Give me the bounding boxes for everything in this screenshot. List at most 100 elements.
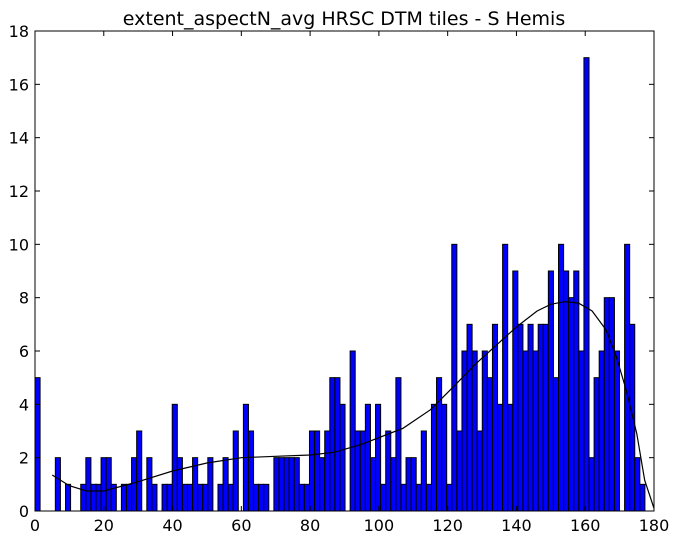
histogram-bar	[232, 430, 239, 512]
histogram-bar	[624, 243, 631, 512]
histogram-bar	[593, 377, 600, 512]
histogram-bar	[476, 430, 483, 512]
histogram-bar	[537, 323, 544, 512]
histogram-bar	[497, 403, 504, 512]
histogram-bar	[568, 297, 575, 512]
histogram-bar	[34, 377, 41, 512]
histogram-bar	[436, 377, 443, 512]
x-tick-label: 160	[570, 516, 601, 535]
histogram-bar	[629, 323, 636, 512]
histogram-bar	[308, 430, 316, 512]
histogram-bar	[395, 377, 402, 512]
histogram-bar	[441, 403, 448, 512]
histogram-bar	[258, 483, 265, 512]
histogram-bar	[491, 323, 499, 512]
histogram-bar	[125, 483, 133, 512]
histogram-bar	[639, 483, 646, 512]
histogram-bar	[563, 270, 570, 512]
histogram-bar	[298, 483, 305, 512]
histogram-bar	[598, 350, 605, 512]
plot-frame	[34, 30, 655, 512]
y-tick-label: 8	[19, 289, 29, 308]
bars-group	[34, 57, 646, 512]
histogram-bar	[136, 430, 143, 512]
histogram-bar	[451, 243, 458, 512]
histogram-bar	[608, 297, 615, 512]
histogram-bar	[100, 457, 107, 512]
histogram-bar	[481, 350, 488, 512]
y-tick-label: 16	[9, 75, 29, 94]
histogram-bar	[273, 457, 280, 512]
histogram-bar	[161, 483, 168, 512]
histogram-bar	[471, 350, 478, 512]
histogram-bar	[507, 403, 514, 512]
histogram-bar	[319, 457, 326, 512]
histogram-bar	[558, 243, 565, 512]
fit-curve	[51, 301, 655, 509]
histogram-bar	[314, 430, 321, 512]
histogram-bar	[222, 457, 229, 512]
y-tick-label: 18	[9, 22, 29, 41]
histogram-bar	[547, 270, 554, 512]
histogram-bar	[105, 457, 112, 512]
histogram-bar	[456, 430, 463, 512]
histogram-bar	[146, 457, 153, 512]
y-tick-label: 10	[9, 235, 29, 254]
histogram-bar	[186, 483, 194, 512]
histogram-bar	[171, 403, 178, 512]
y-tick-label: 6	[19, 342, 29, 361]
histogram-bar	[354, 430, 361, 512]
histogram-bar	[227, 483, 234, 512]
histogram-bar	[339, 403, 346, 512]
histogram-bar	[522, 350, 529, 512]
histogram-bar	[578, 350, 585, 512]
histogram-bar	[542, 323, 549, 512]
x-tick-label: 20	[94, 516, 114, 535]
histogram-bar	[425, 483, 432, 512]
histogram-bar	[486, 377, 493, 512]
y-tick-label: 2	[19, 449, 29, 468]
histogram-bar	[405, 457, 412, 512]
x-tick-label: 80	[300, 516, 320, 535]
histogram-bar	[324, 430, 331, 512]
histogram-bar	[430, 403, 438, 512]
histogram-bar	[369, 457, 377, 512]
histogram-bar	[329, 377, 336, 512]
histogram-bar	[303, 483, 310, 512]
histogram-bar	[283, 457, 290, 512]
axis-ticks: 0 20 40 60 80 100 120 140 160 180 0 2 4 6 8 10 12 14 16 18	[9, 22, 670, 535]
histogram-bar	[512, 270, 519, 512]
histogram-bar	[552, 377, 560, 512]
x-tick-label: 120	[432, 516, 463, 535]
y-tick-label: 12	[9, 182, 29, 201]
x-tick-label: 40	[162, 516, 182, 535]
histogram-bar	[278, 457, 285, 512]
histogram-bar	[613, 350, 621, 512]
histogram-bar	[364, 403, 371, 512]
x-tick-label: 180	[639, 516, 670, 535]
histogram-bar	[202, 483, 209, 512]
histogram-bar	[64, 483, 72, 512]
histogram-bar	[80, 483, 87, 512]
histogram-bar	[390, 457, 397, 512]
histogram-bar	[293, 457, 300, 512]
histogram-bar	[334, 377, 341, 512]
histogram-bar	[502, 243, 509, 512]
histogram-bar	[532, 350, 539, 512]
histogram-bar	[466, 323, 473, 512]
histogram-bar	[85, 457, 92, 512]
histogram-bar	[380, 483, 387, 512]
histogram-bar	[131, 457, 138, 512]
histogram-bar	[151, 483, 158, 512]
histogram-bar	[517, 323, 524, 512]
histogram-bar	[95, 483, 102, 512]
histogram-bar	[420, 430, 427, 512]
histogram-bar	[573, 270, 580, 512]
histogram-bar	[217, 483, 224, 512]
histogram-bar	[400, 483, 407, 512]
histogram-bar	[385, 430, 392, 512]
histogram-bar	[588, 457, 595, 512]
histogram-bar	[247, 430, 255, 512]
histogram-bar	[603, 297, 610, 512]
